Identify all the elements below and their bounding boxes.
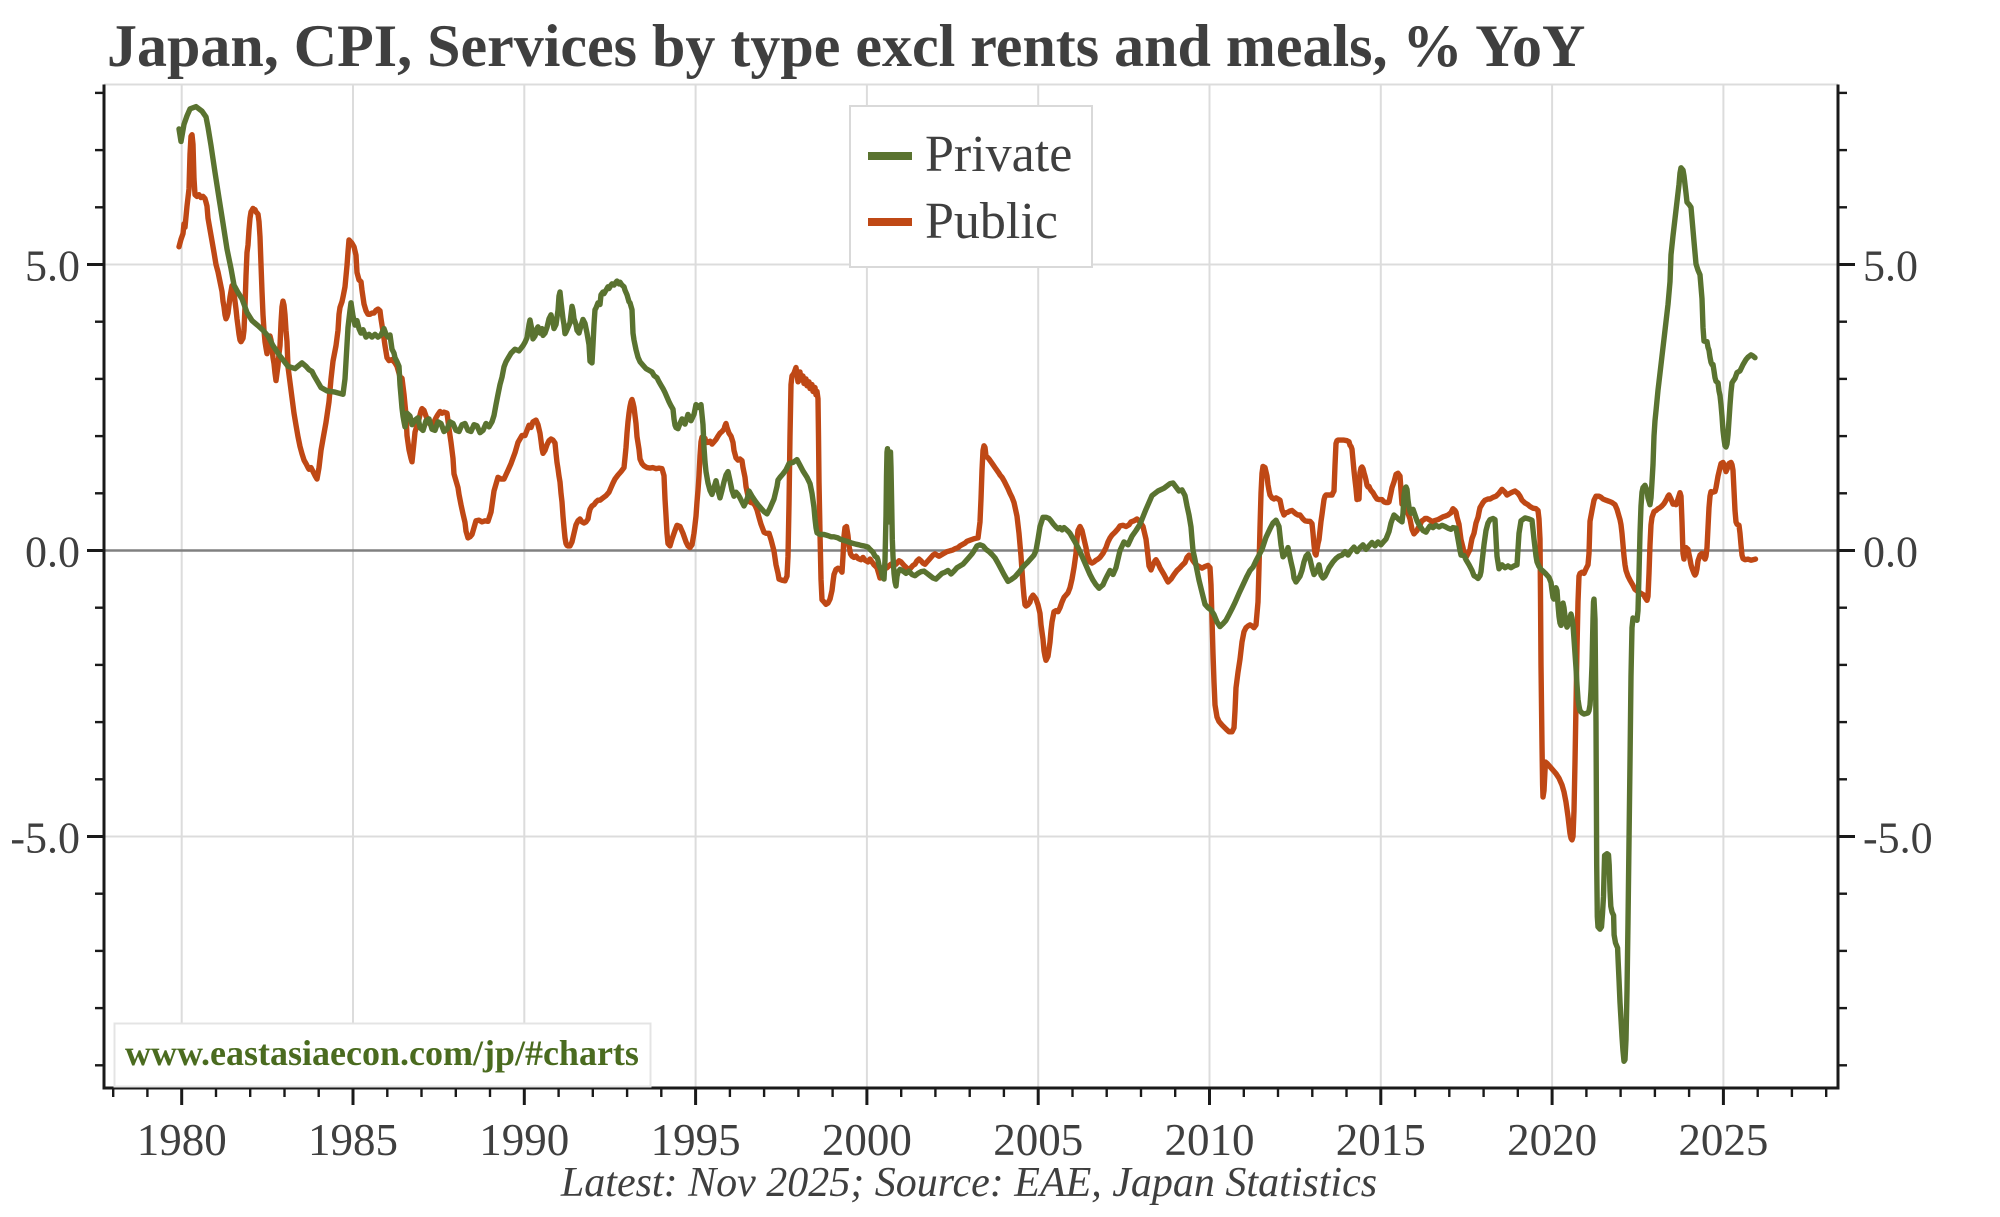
svg-text:-5.0: -5.0 (1863, 814, 1933, 863)
svg-text:Public: Public (925, 193, 1058, 250)
svg-text:-5.0: -5.0 (10, 814, 80, 863)
svg-text:1995: 1995 (651, 1115, 741, 1165)
svg-text:2010: 2010 (1165, 1115, 1255, 1165)
svg-text:1985: 1985 (308, 1115, 398, 1165)
svg-text:Latest: Nov 2025; Source: EAE,: Latest: Nov 2025; Source: EAE, Japan Sta… (560, 1160, 1377, 1206)
svg-text:5.0: 5.0 (25, 242, 80, 291)
svg-text:0.0: 0.0 (25, 528, 80, 577)
svg-text:2000: 2000 (822, 1115, 912, 1165)
svg-text:2020: 2020 (1507, 1115, 1597, 1165)
svg-text:1990: 1990 (479, 1115, 569, 1165)
svg-text:2015: 2015 (1336, 1115, 1426, 1165)
svg-text:Japan, CPI, Services by type e: Japan, CPI, Services by type excl rents … (107, 13, 1585, 79)
svg-text:1980: 1980 (137, 1115, 227, 1165)
svg-text:0.0: 0.0 (1863, 528, 1918, 577)
svg-text:5.0: 5.0 (1863, 242, 1918, 291)
svg-text:2025: 2025 (1678, 1115, 1768, 1165)
svg-text:2005: 2005 (993, 1115, 1083, 1165)
svg-text:www.eastasiaecon.com/jp/#chart: www.eastasiaecon.com/jp/#charts (125, 1033, 639, 1073)
svg-text:Private: Private (925, 126, 1072, 183)
